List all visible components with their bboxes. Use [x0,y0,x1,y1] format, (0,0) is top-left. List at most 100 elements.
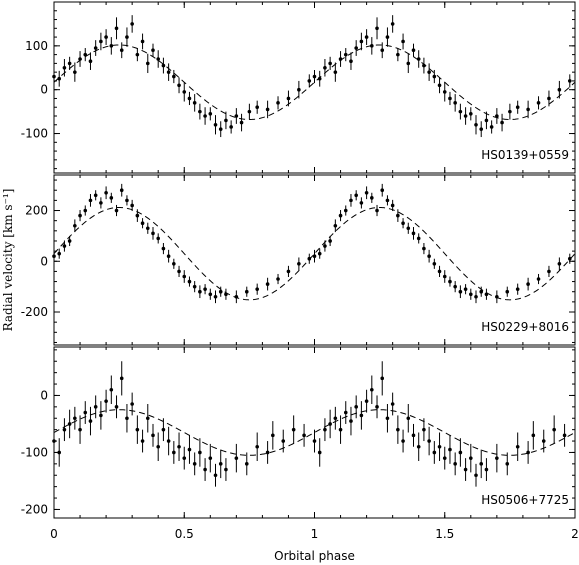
data-point [354,193,358,198]
data-point [333,223,338,228]
data-point [234,114,239,118]
data-point [62,65,67,70]
data-point [182,90,187,94]
data-point [145,416,150,421]
data-point [323,244,327,248]
data-point [239,120,244,125]
data-point [198,450,202,455]
data-point [536,101,541,105]
data-point [172,450,176,455]
data-point [182,456,187,460]
data-point [73,223,77,228]
data-point [526,107,530,112]
data-point [62,427,67,432]
data-point [515,287,520,291]
data-point [234,294,239,299]
data-point [385,416,390,421]
data-point [88,419,93,423]
data-point [541,439,546,443]
data-point [145,61,150,66]
data-point [177,444,181,449]
data-point [343,208,348,213]
data-point [177,83,181,88]
data-point [469,292,473,297]
data-point [83,208,88,213]
data-point [286,96,291,101]
y-tick-label: -100 [21,445,48,459]
data-point [458,109,463,114]
data-point [463,467,468,472]
panel-label: HS0506+7725 [481,493,569,507]
y-tick-label: 0 [40,254,48,268]
data-point [526,282,530,286]
data-point [172,262,176,266]
data-point [508,109,512,114]
data-point [109,196,114,200]
data-point [495,114,499,118]
data-point [229,125,233,129]
data-point [244,462,249,466]
data-point [119,376,124,381]
data-point [354,405,358,409]
data-point [401,221,405,226]
data-point [495,294,499,299]
data-point [406,61,411,66]
data-point [463,287,468,291]
data-point [375,208,379,213]
data-point [302,433,306,438]
data-point [432,262,437,266]
data-point [385,198,390,203]
y-tick-label: -200 [21,502,48,516]
data-point [140,39,145,44]
data-point [364,35,369,39]
data-point [359,39,364,44]
data-point [427,70,431,74]
data-point [328,61,332,66]
data-point [500,120,504,125]
data-point [57,251,62,256]
data-point [156,236,160,241]
data-point [380,188,385,193]
data-point [479,289,484,294]
data-point [218,462,223,466]
data-point [427,439,431,443]
data-point [479,127,484,131]
data-point [380,376,385,381]
data-point [297,262,301,266]
data-point [52,439,56,443]
data-point [317,450,322,455]
data-point [213,122,218,127]
data-point [422,63,426,68]
data-point [198,289,202,294]
data-point [130,22,134,26]
data-point [208,456,213,460]
data-point [526,450,530,455]
data-point [531,433,536,438]
data-point [406,226,411,231]
data-point [99,413,103,418]
data-point [416,57,421,61]
data-point [187,279,192,284]
y-tick-label: 0 [40,388,48,402]
data-point [375,405,379,409]
y-tick-label: -100 [21,127,48,141]
data-point [333,416,338,421]
data-point [375,26,379,31]
data-point [78,57,82,61]
data-point [125,198,129,203]
data-point [474,122,478,127]
data-point [73,70,77,74]
data-point [401,39,405,44]
data-point [135,427,140,432]
data-point [328,239,332,243]
data-point [416,236,421,241]
data-point [448,279,452,284]
data-point [312,74,317,79]
data-point [474,294,478,299]
data-point [88,59,93,63]
y-tick-label: 200 [25,204,48,218]
data-point [505,462,510,466]
data-point [83,52,88,57]
data-point [172,74,176,79]
data-point [442,274,447,279]
